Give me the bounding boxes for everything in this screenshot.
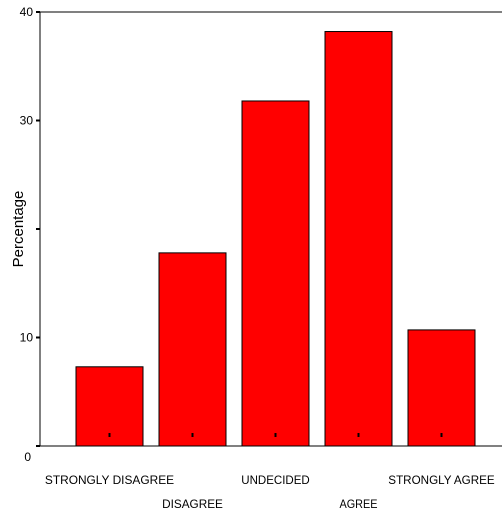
- x-tick-label: DISAGREE: [162, 497, 223, 511]
- x-tick-label: STRONGLY DISAGREE: [45, 473, 174, 487]
- bars-group: [75, 31, 476, 447]
- y-tick-label: 10: [20, 331, 34, 345]
- y-axis-label: Percentage: [10, 191, 27, 268]
- x-tick-label: AGREE: [340, 497, 378, 511]
- x-tick-label: UNDECIDED: [241, 473, 310, 487]
- y-tick-label: 0: [24, 450, 31, 464]
- bar-4: [407, 329, 476, 447]
- y-ticks-group: 0 10 30 40: [20, 5, 40, 464]
- bar-1: [158, 252, 227, 447]
- bar-0: [75, 366, 144, 447]
- bar-3: [324, 31, 393, 447]
- bar-2: [241, 100, 310, 447]
- y-tick-label: 30: [20, 114, 34, 128]
- x-ticks-group: STRONGLY DISAGREE DISAGREE UNDECIDED AGREE S…: [45, 433, 495, 511]
- y-tick-label: 40: [20, 5, 34, 19]
- x-tick-label: STRONGLY AGREE: [388, 473, 494, 487]
